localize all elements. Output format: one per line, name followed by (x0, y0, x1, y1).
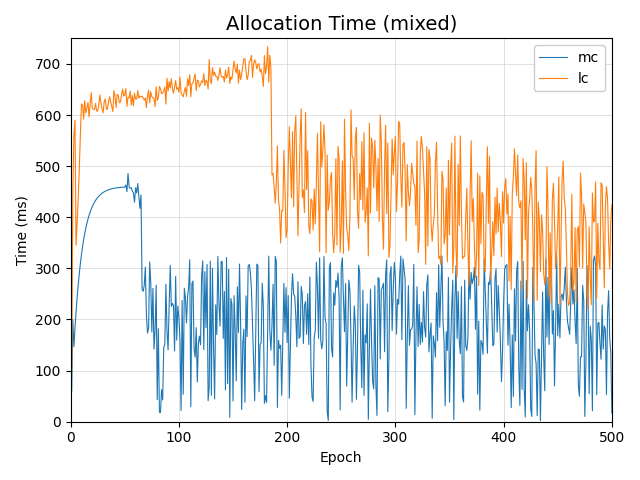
lc (329, 229, 337, 235)
mc (329, 354, 337, 360)
mc (512, 338, 520, 344)
lc (264, 44, 271, 49)
lc (361, 219, 369, 225)
mc (326, 265, 333, 271)
Title: Allocation Time (mixed): Allocation Time (mixed) (225, 15, 457, 34)
lc (596, 266, 604, 272)
mc (124, 170, 132, 176)
mc (597, 356, 605, 362)
lc (608, 202, 616, 208)
lc (512, 170, 520, 176)
lc (390, 149, 398, 155)
mc (390, 260, 398, 265)
Y-axis label: Time (ms): Time (ms) (15, 195, 29, 265)
mc (536, 418, 544, 424)
lc (326, 199, 333, 204)
mc (361, 332, 369, 338)
X-axis label: Epoch: Epoch (320, 451, 362, 465)
mc (608, 410, 616, 416)
Legend: mc, lc: mc, lc (534, 45, 605, 91)
Line: mc: mc (72, 173, 612, 421)
mc (68, 388, 76, 394)
lc (68, 368, 76, 373)
Line: lc: lc (72, 47, 612, 371)
